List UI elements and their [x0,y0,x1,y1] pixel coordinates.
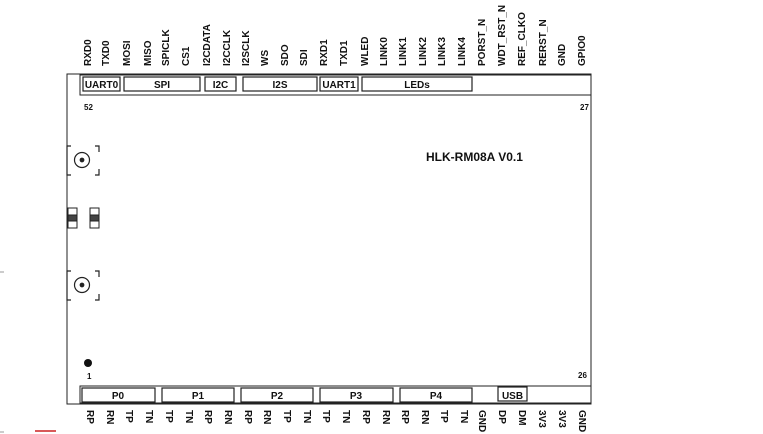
pin-number-top-left: 52 [84,103,93,112]
top-pin-labels: RXD0 TXD0 MOSI MISO SPICLK CS1 I2CDATA I2CCLK I2… [83,5,588,66]
component-icon [67,207,78,229]
bottom-pin-label: TN [301,410,312,423]
component-icon [89,207,100,229]
bottom-group-label: P4 [430,391,443,402]
top-pin-label: SDI [299,49,310,66]
top-group-label: LEDs [404,80,430,91]
bottom-pin-label: GND [476,410,487,432]
bottom-pin-label: TP [123,410,134,423]
bottom-pin-label: RP [202,410,213,424]
top-pin-label: LINK0 [379,37,390,66]
bottom-pin-label: TP [281,410,292,423]
bottom-group-labels: P0 P1 P2 P3 P4 USB [112,391,523,402]
top-pin-label: TXD0 [101,40,112,66]
bottom-pin-label: TN [458,410,469,423]
top-pin-label: PORST_N [477,19,488,66]
top-pin-label: LINK4 [457,37,468,66]
bottom-pin-label: TN [143,410,154,423]
top-pin-label: LINK1 [398,37,409,66]
bottom-pin-label: TN [340,410,351,423]
top-group-label: UART1 [322,80,356,91]
bottom-pin-label: RP [399,410,410,424]
bottom-group-boxes [81,386,528,403]
top-pin-label: SDO [280,44,291,66]
bottom-pin-label: RP [242,410,253,424]
top-pin-label: RXD0 [83,39,94,66]
top-pin-label: LINK2 [418,37,429,66]
top-pin-label: WS [260,50,271,66]
bottom-pin-label: RN [104,410,115,424]
bottom-group-label: P3 [350,391,363,402]
module-board-outline [66,73,592,405]
top-pin-label: I2CCLK [222,29,233,66]
pin1-dot-marker [84,359,92,367]
bottom-header-strip [79,385,592,404]
top-pin-label: I2CDATA [202,24,213,66]
model-label: HLK-RM08A V0.1 [426,150,523,164]
top-group-boxes [82,76,473,92]
top-pin-label: RERST_N [538,19,549,66]
bottom-pin-label: TP [163,410,174,423]
bottom-pin-label: RN [222,410,233,424]
bottom-pin-label: 3V3 [536,410,547,428]
bottom-pin-label: DM [516,410,527,426]
top-pin-label: WDT_RST_N [497,5,508,66]
top-pin-label: TXD1 [339,40,350,66]
pin-number-bottom-right: 26 [578,371,587,380]
bottom-pin-label: RP [360,410,371,424]
antenna-connector-icon [66,270,100,301]
top-pin-label: RXD1 [319,39,330,66]
pin-number-top-right: 27 [580,103,589,112]
top-pin-label: MOSI [122,40,133,66]
pin-number-bottom-left: 1 [87,372,92,381]
bottom-group-label: USB [502,391,523,402]
top-group-label: I2C [213,80,229,91]
bottom-pin-label: RN [380,410,391,424]
top-pin-label: GND [557,44,568,66]
top-group-label: UART0 [85,80,119,91]
top-pin-label: WLED [360,37,371,66]
bottom-pin-label: RP [84,410,95,424]
bottom-pin-label: RN [419,410,430,424]
antenna-connector-icon [66,145,100,176]
top-pin-label: GPIO0 [577,35,588,66]
top-pin-label: REF_CLKO [517,12,528,66]
top-group-labels: UART0 SPI I2C I2S UART1 LEDs [85,80,430,91]
bottom-pin-labels: RP RN TP TN TP TN RP RN RP RN TP TN TP TN RP RN RP RN TP TN… [84,410,587,432]
bottom-pin-label: GND [576,410,587,432]
bottom-pin-label: RN [261,410,272,424]
top-header-strip [79,74,592,96]
top-pin-label: I2SCLK [241,30,252,66]
bottom-pin-label: TP [320,410,331,423]
top-pin-label: CS1 [181,46,192,66]
bottom-group-label: P0 [112,391,125,402]
top-group-label: I2S [272,80,287,91]
bottom-pin-label: 3V3 [556,410,567,428]
top-group-label: SPI [154,80,170,91]
bottom-pin-label: TN [183,410,194,423]
bottom-group-label: P2 [271,391,284,402]
bottom-group-label: P1 [192,391,205,402]
bottom-pin-label: DP [496,410,507,424]
top-pin-label: SPICLK [161,29,172,66]
top-pin-label: MISO [143,40,154,66]
bottom-pin-label: TP [438,410,449,423]
top-pin-label: LINK3 [437,37,448,66]
